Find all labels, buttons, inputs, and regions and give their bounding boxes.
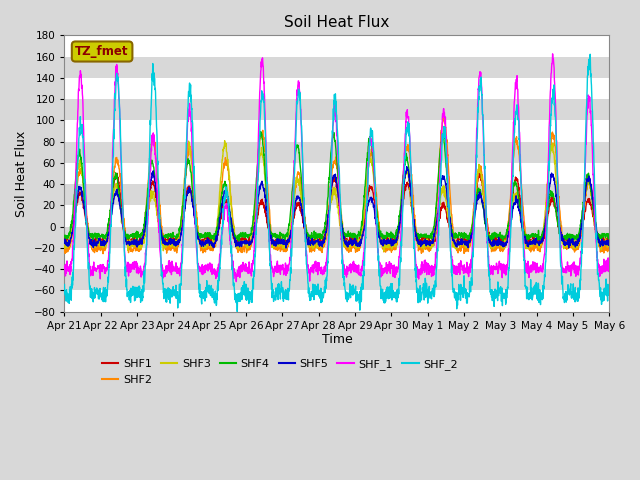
Title: Soil Heat Flux: Soil Heat Flux [284, 15, 390, 30]
Y-axis label: Soil Heat Flux: Soil Heat Flux [15, 131, 28, 216]
X-axis label: Time: Time [321, 334, 352, 347]
Text: TZ_fmet: TZ_fmet [76, 45, 129, 58]
Bar [65, 205, 609, 227]
Legend: SHF1, SHF2, SHF3, SHF4, SHF5, SHF_1, SHF_2: SHF1, SHF2, SHF3, SHF4, SHF5, SHF_1, SHF… [97, 355, 462, 389]
Bar [65, 120, 609, 142]
Bar [65, 78, 609, 99]
Bar [65, 36, 609, 57]
Bar [65, 248, 609, 269]
Bar [65, 163, 609, 184]
Bar [65, 290, 609, 312]
